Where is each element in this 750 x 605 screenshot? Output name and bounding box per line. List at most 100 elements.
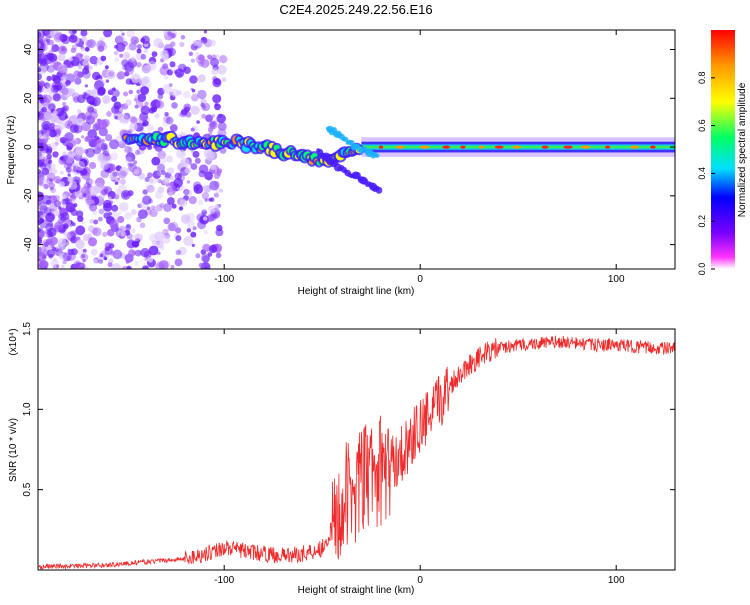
noise-dot [120, 178, 126, 185]
noise-dot [46, 86, 54, 94]
noise-dot [201, 192, 210, 200]
noise-dot [208, 56, 214, 62]
noise-dot [186, 228, 192, 233]
noise-dot [58, 65, 68, 75]
noise-dot [41, 167, 50, 176]
noise-dot [126, 266, 131, 269]
hot-spot [541, 145, 549, 149]
noise-dot [192, 150, 200, 158]
noise-dot [143, 257, 147, 261]
noise-dot [38, 54, 42, 59]
noise-dot [38, 169, 42, 174]
noise-dot [44, 30, 51, 35]
noise-dot [84, 46, 90, 52]
noise-dot [96, 153, 107, 164]
noise-dot [62, 252, 72, 262]
noise-dot [197, 40, 205, 47]
noise-dot [208, 244, 218, 254]
noise-dot [198, 262, 204, 268]
colorbar-tick-label: 0.8 [697, 72, 707, 85]
noise-dot [38, 142, 48, 152]
noise-dot [81, 47, 85, 52]
noise-dot [128, 249, 136, 257]
noise-dot [109, 152, 118, 161]
snr-x-ticks: -100 0 100 [214, 329, 625, 586]
noise-dot [136, 48, 142, 54]
noise-dot [128, 129, 133, 134]
noise-dot [114, 115, 118, 120]
noise-dot [204, 230, 208, 234]
noise-dot [49, 178, 53, 182]
noise-dot [202, 105, 206, 109]
colorbar-gradient [711, 30, 735, 269]
colorbar-tick-label: 0.6 [697, 119, 707, 132]
noise-dot [81, 254, 86, 259]
noise-dot [216, 113, 226, 124]
noise-dot [192, 226, 197, 231]
noise-dot [68, 199, 73, 204]
noise-dot [214, 103, 218, 107]
noise-dot [38, 32, 44, 38]
noise-dot [163, 203, 172, 212]
noise-dot [178, 246, 187, 256]
noise-dot [50, 30, 59, 39]
hot-spot [442, 145, 451, 149]
noise-dot [80, 53, 84, 58]
noise-dot [80, 186, 91, 196]
noise-dot [179, 110, 187, 118]
noise-dot [39, 162, 47, 170]
noise-dot [112, 171, 118, 177]
noise-dot [156, 163, 166, 172]
noise-dot [52, 93, 62, 102]
noise-dot [114, 57, 120, 63]
noise-dot [160, 170, 166, 176]
noise-dot [191, 243, 195, 247]
noise-dot [65, 202, 76, 213]
noise-dot [109, 250, 115, 256]
noise-dot [46, 42, 50, 46]
noise-dot [210, 57, 219, 67]
noise-dot [151, 156, 161, 166]
noise-dot [63, 233, 70, 240]
noise-dot [183, 188, 193, 198]
x-tick-label: 0 [417, 274, 423, 285]
noise-dot [82, 248, 87, 253]
hot-spot [605, 145, 611, 149]
noise-dot [107, 229, 115, 237]
noise-dot [102, 231, 108, 237]
noise-dot [162, 177, 169, 185]
noise-dot [167, 191, 173, 197]
noise-dot [57, 82, 62, 87]
noise-dot [170, 41, 176, 47]
noise-dot [103, 30, 113, 38]
x-tick-label: -100 [214, 575, 234, 586]
noise-dot [127, 162, 131, 166]
noise-dot [38, 42, 41, 49]
noise-dot [214, 204, 220, 210]
noise-dot [45, 223, 54, 232]
noise-dot [130, 73, 141, 84]
noise-dot [71, 222, 76, 227]
noise-dot [209, 180, 220, 191]
noise-dot [105, 69, 116, 80]
noise-dot [197, 54, 205, 61]
noise-dot [98, 127, 108, 137]
noise-dot [161, 235, 171, 244]
noise-dot [190, 127, 195, 132]
noise-dot [71, 44, 78, 51]
noise-dot [111, 204, 119, 212]
hot-spot [478, 145, 484, 149]
noise-dot [198, 164, 209, 174]
noise-dot [136, 89, 141, 94]
noise-dot [42, 135, 47, 139]
y-tick-label: 0 [23, 144, 34, 150]
noise-dot [207, 252, 213, 257]
noise-dot [138, 116, 146, 123]
noise-dot [94, 135, 100, 141]
noise-dot [155, 204, 163, 212]
snr-line [38, 335, 675, 570]
noise-dot [124, 145, 132, 154]
noise-dot [98, 208, 105, 215]
